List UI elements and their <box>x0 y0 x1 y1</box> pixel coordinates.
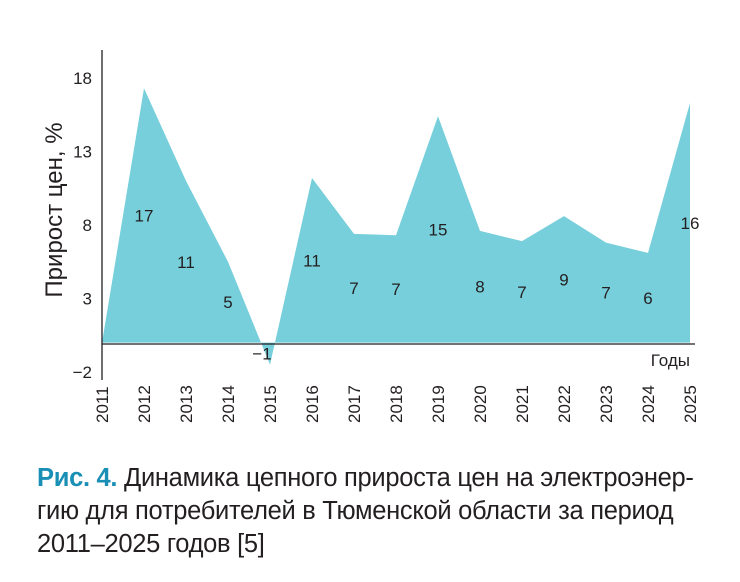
data-label: −1 <box>252 345 271 364</box>
data-label: 7 <box>601 284 610 303</box>
y-tick-label: 8 <box>83 216 92 235</box>
x-tick-label: 2015 <box>261 385 280 423</box>
x-tick-label: 2022 <box>555 385 574 423</box>
y-tick-label: −2 <box>73 363 92 382</box>
x-axis-label: Годы <box>651 351 690 370</box>
figure-number: Рис. 4. <box>37 464 118 492</box>
x-tick-label: 2025 <box>681 385 700 423</box>
x-tick-label: 2019 <box>429 385 448 423</box>
y-tick-label: 18 <box>73 69 92 88</box>
x-tick-label: 2021 <box>513 385 532 423</box>
x-tick-label: 2020 <box>471 385 490 423</box>
x-tick-label: 2024 <box>639 385 658 423</box>
data-label: 7 <box>517 283 526 302</box>
data-label: 16 <box>681 214 700 233</box>
x-tick-label: 2018 <box>387 385 406 423</box>
x-tick-label: 2011 <box>93 386 112 423</box>
y-axis-label: Прирост цен, % <box>41 122 68 297</box>
area-chart: 17 11 5 −1 11 7 7 15 8 7 9 7 6 16 Прирост цен, % Годы… <box>41 50 700 423</box>
x-tick-label: 2013 <box>177 385 196 423</box>
data-label: 7 <box>391 280 400 299</box>
data-label: 9 <box>559 270 568 289</box>
data-label: 7 <box>349 279 358 298</box>
caption-line-3: 2011–2025 годов [5] <box>37 530 265 558</box>
x-tick-label: 2012 <box>135 385 154 423</box>
x-tick-label: 2023 <box>597 385 616 423</box>
x-tick-label: 2017 <box>345 385 364 423</box>
caption-line-2: гию для потребителей в Тюменской области… <box>37 497 674 525</box>
y-tick-label: 3 <box>83 290 92 309</box>
data-label: 15 <box>429 220 448 239</box>
x-tick-label: 2016 <box>303 385 322 423</box>
data-label: 11 <box>177 253 195 272</box>
data-label: 5 <box>223 293 232 312</box>
y-tick-label: 13 <box>73 143 92 162</box>
area-series <box>102 88 690 365</box>
figure-caption: Рис. 4. Динамика цепного прироста цен на… <box>37 462 694 561</box>
caption-line-1: Динамика цепного прироста цен на электро… <box>117 464 694 492</box>
data-label: 11 <box>303 251 321 270</box>
data-label: 17 <box>135 206 154 225</box>
data-label: 6 <box>643 289 652 308</box>
data-label: 8 <box>475 278 484 297</box>
x-tick-label: 2014 <box>219 385 238 423</box>
